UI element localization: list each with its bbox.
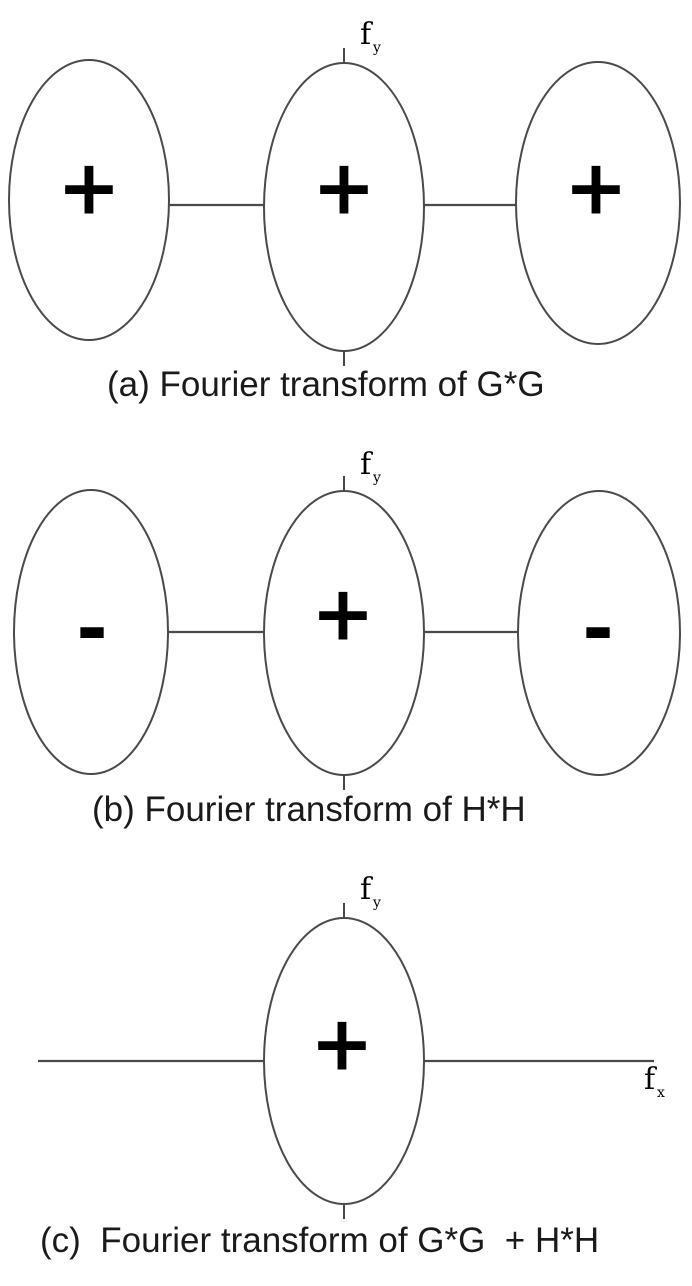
panel-b-right-ellipse: [517, 490, 681, 776]
panel-c-fy-subscript: y: [372, 895, 381, 911]
panel-c-fx-label: f: [644, 1062, 657, 1097]
panel-a-right-ellipse: [515, 61, 681, 345]
panel-a-left-ellipse: [8, 59, 170, 341]
panel-a-fy-label: f: [360, 17, 373, 52]
panel-a-right-sign: +: [564, 143, 628, 232]
panel-a-left-sign: +: [57, 143, 121, 232]
panel-a-caption: (a) Fourier transform of G*G: [107, 365, 545, 404]
panel-b-fy-subscript: y: [372, 470, 381, 486]
panel-b-right-sign: -: [582, 584, 614, 673]
panel-a-fy-subscript: y: [372, 40, 381, 56]
panel-a-center-sign: +: [312, 143, 376, 232]
panel-c: + f y f x (c) Fourier transform of G*G +…: [38, 872, 665, 1260]
panel-c-caption: (c) Fourier transform of G*G + H*H: [40, 1221, 599, 1260]
panel-b-fy-label: f: [360, 447, 373, 482]
panel-c-fy-label: f: [360, 872, 373, 907]
panel-b-left-ellipse: [13, 489, 169, 775]
panel-b-center-sign: +: [311, 569, 375, 658]
panel-b-left-sign: -: [76, 584, 108, 673]
panel-a: + + + f y (a) Fourier transform of G*G: [8, 17, 681, 404]
panel-c-center-sign: +: [310, 999, 374, 1088]
panel-b-caption: (b) Fourier transform of H*H: [92, 790, 526, 829]
panel-b: - + - f y (b) Fourier transform of H*H: [13, 447, 681, 829]
panel-c-fx-subscript: x: [657, 1085, 665, 1101]
